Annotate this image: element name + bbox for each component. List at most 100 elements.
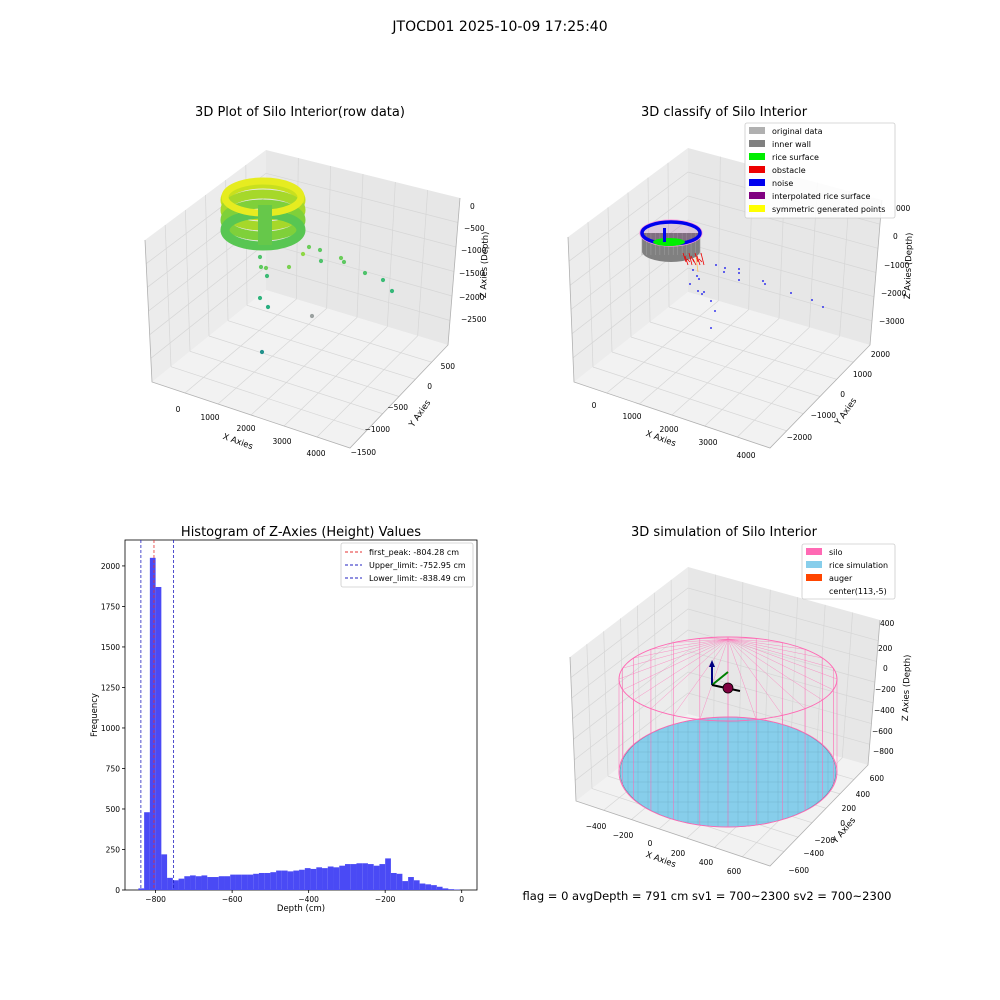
histogram-bar (339, 865, 345, 890)
p1-ytick: −500 (387, 403, 408, 412)
noise-point (724, 267, 726, 269)
legend-label: inner wall (772, 140, 811, 149)
noise-point (822, 306, 824, 308)
p1-xtick: 0 (176, 405, 181, 414)
axis-edges (569, 619, 881, 867)
p2-ztick: −1000 (884, 261, 910, 270)
p3-ylabel: Frequency (90, 693, 100, 737)
legend-swatch (749, 205, 765, 212)
p3-legend: first_peak: -804.28 cm Upper_limit: -752.… (340, 542, 474, 588)
histogram-bar (299, 869, 305, 890)
y-tick-label: 1000 (101, 724, 120, 733)
histogram-bar (367, 864, 374, 890)
histogram-bar (184, 876, 191, 890)
noise-point (710, 327, 712, 329)
p1-ztick: −2500 (461, 315, 487, 324)
histogram-bar (373, 865, 380, 890)
panel-raw-data-3d: 3D Plot of Silo Interior(row data) 0 100… (144, 105, 491, 458)
silo-roof-line (727, 638, 783, 643)
raw-point (318, 258, 324, 264)
x-tick-label: −400 (298, 895, 319, 904)
silo-roof-line (727, 638, 757, 640)
p3-ref-lines (140, 540, 175, 890)
p4-ztick: 400 (880, 619, 895, 628)
p1-xtick: 3000 (272, 437, 291, 446)
histogram-bar (213, 877, 219, 890)
noise-point (723, 271, 725, 273)
raw-point (309, 313, 315, 319)
y-tick-label: 0 (115, 886, 120, 895)
p4-ytick: −600 (788, 866, 809, 875)
p3-yticks: 0 250 500 750 1000 1250 1500 1750 2000 (101, 562, 125, 895)
p3-xticks: −800 −600 −400 −200 0 (145, 890, 464, 904)
p3-legend-frame (340, 542, 474, 588)
histogram-bar (356, 863, 363, 890)
noise-point (698, 278, 700, 280)
histogram-bar (149, 557, 156, 890)
histogram-bar (408, 877, 414, 890)
histogram-bar (258, 872, 265, 890)
p1-ytick: −1000 (365, 425, 391, 434)
y-tick-label: 750 (106, 764, 121, 773)
wall-gridline (574, 692, 870, 781)
p4-xtick: −200 (613, 831, 634, 840)
noise-point (790, 292, 792, 294)
silo-roof-line (727, 638, 806, 709)
auger-axis-y (711, 671, 729, 686)
silo-roof-line (699, 638, 729, 640)
x-tick-label: −200 (375, 895, 396, 904)
silo-roof-line (727, 638, 783, 716)
histogram-bar (270, 872, 277, 890)
histogram-bar (413, 880, 420, 890)
legend-label: center(113,-5) (829, 587, 887, 596)
y-tick-label: 1500 (101, 643, 120, 652)
wall-gridline (841, 612, 853, 758)
p1-ylabel: Y Axies (407, 398, 434, 430)
histogram-bar (190, 875, 196, 890)
raw-point (257, 254, 263, 260)
histogram-bar (144, 812, 150, 890)
interp-ring (639, 219, 703, 247)
silo-roof-line (622, 638, 729, 669)
p1-ztick: −500 (464, 224, 485, 233)
p2-xtick: 2000 (659, 425, 678, 434)
legend-swatch (806, 548, 822, 555)
figure-suptitle: JTOCD01 2025-10-09 17:25:40 (391, 19, 607, 35)
back-left-pane (570, 567, 688, 801)
p3-bars (138, 557, 460, 890)
p2-ytick: 0 (840, 390, 845, 399)
p3-plot-frame (124, 539, 478, 891)
raw-point (300, 251, 306, 257)
histogram-bar (241, 874, 248, 890)
auger-marker (722, 682, 734, 694)
wall-gridline (570, 587, 879, 678)
silo-roof-line (633, 638, 729, 659)
wall-gridline (572, 629, 875, 719)
histogram-bar (448, 889, 455, 890)
wall-gridline (764, 589, 771, 736)
p4-xtick: −400 (586, 822, 607, 831)
histogram-bar (396, 873, 403, 890)
p1-xtick: 2000 (236, 424, 255, 433)
p4-ztick: −600 (872, 727, 893, 736)
p4-ytick: 600 (870, 774, 885, 783)
histogram-bar (304, 868, 311, 890)
noise-point (703, 291, 705, 293)
noise-spike (663, 228, 666, 242)
obstacle-mark (696, 255, 701, 266)
p4-legend-frame (801, 543, 896, 600)
raw-ring-drip (258, 205, 272, 245)
wall-gridline (637, 605, 641, 752)
histogram-bar (316, 867, 323, 890)
p2-ytick: −1000 (811, 411, 837, 420)
histogram-bar (345, 864, 351, 890)
p4-ztick: −200 (875, 685, 896, 694)
histogram-bar (379, 864, 386, 890)
y-tick-label: 250 (106, 845, 121, 854)
raw-point (389, 288, 395, 294)
histogram-bar (218, 876, 225, 890)
histogram-bar (333, 867, 340, 890)
p2-xtick: 3000 (698, 438, 717, 447)
p1-ztick: −1000 (461, 246, 487, 255)
p4-ztick: −800 (873, 747, 894, 756)
